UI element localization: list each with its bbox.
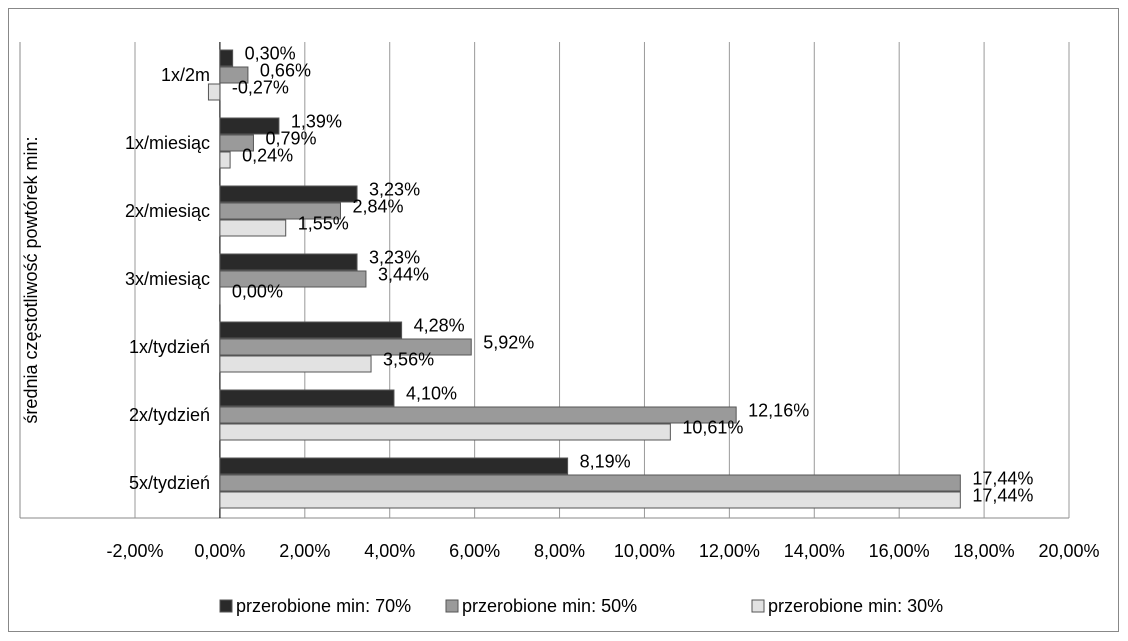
bar [219, 117, 280, 135]
y-tick-label: 1x/miesiąc [125, 133, 210, 153]
data-label: 3,23% [369, 179, 420, 199]
bar [219, 49, 234, 67]
legend-marker [751, 599, 765, 613]
bar [219, 423, 671, 441]
data-label: 0,79% [265, 128, 316, 148]
data-label: 8,19% [580, 451, 631, 471]
bar [219, 338, 472, 356]
bar [219, 491, 961, 509]
x-tick-label: -2,00% [106, 541, 163, 561]
y-tick-label: 1x/tydzień [129, 337, 210, 357]
x-tick-label: 8,00% [534, 541, 585, 561]
x-tick-label: 4,00% [364, 541, 415, 561]
data-label: 0,66% [260, 60, 311, 80]
bar [219, 457, 569, 475]
x-tick-label: 18,00% [954, 541, 1015, 561]
data-label: 3,23% [369, 247, 420, 267]
x-tick-label: 14,00% [784, 541, 845, 561]
bar [219, 355, 372, 373]
legend-marker [445, 599, 459, 613]
bar [219, 389, 395, 407]
x-tick-label: 16,00% [869, 541, 930, 561]
bar [219, 219, 287, 237]
bar [219, 151, 231, 169]
y-axis-label: średnia częstotliwość powtórek min: [21, 136, 41, 423]
data-label: 1,39% [291, 111, 342, 131]
legend-label: przerobione min: 30% [768, 596, 943, 616]
y-tick-label: 3x/miesiąc [125, 269, 210, 289]
bar [219, 185, 358, 203]
x-tick-label: 0,00% [194, 541, 245, 561]
y-tick-label: 5x/tydzień [129, 473, 210, 493]
data-label: 3,56% [383, 349, 434, 369]
x-tick-label: 2,00% [279, 541, 330, 561]
data-label: 12,16% [748, 400, 809, 420]
legend-marker [219, 599, 233, 613]
data-label: 10,61% [682, 417, 743, 437]
data-label: 4,10% [406, 383, 457, 403]
y-tick-label: 2x/tydzień [129, 405, 210, 425]
data-label: 0,24% [242, 145, 293, 165]
data-label: 3,44% [378, 264, 429, 284]
data-label: 17,44% [972, 485, 1033, 505]
data-label: 4,28% [414, 315, 465, 335]
data-label: 0,00% [232, 281, 283, 301]
y-tick-label: 1x/2m [161, 65, 210, 85]
data-label: 17,44% [972, 468, 1033, 488]
bar [219, 474, 961, 492]
data-label: 0,30% [245, 43, 296, 63]
x-tick-label: 12,00% [699, 541, 760, 561]
x-tick-label: 6,00% [449, 541, 500, 561]
bar [219, 134, 254, 152]
bar [207, 83, 221, 101]
bar [219, 406, 737, 424]
chart-frame [8, 8, 1119, 632]
bar [219, 321, 403, 339]
bar [219, 253, 358, 271]
y-tick-label: 2x/miesiąc [125, 201, 210, 221]
data-label: -0,27% [232, 77, 289, 97]
data-label: 1,55% [298, 213, 349, 233]
data-label: 2,84% [352, 196, 403, 216]
x-tick-label: 10,00% [614, 541, 675, 561]
bar [219, 270, 367, 288]
legend-label: przerobione min: 50% [462, 596, 637, 616]
bar [219, 66, 249, 84]
bar [219, 202, 341, 220]
x-tick-label: 20,00% [1038, 541, 1099, 561]
legend-label: przerobione min: 70% [236, 596, 411, 616]
data-label: 5,92% [483, 332, 534, 352]
